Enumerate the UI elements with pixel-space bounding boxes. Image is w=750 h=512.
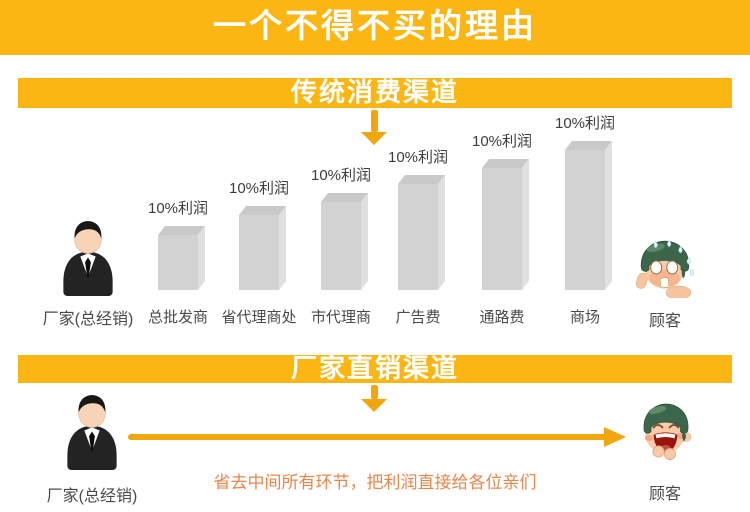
arrow-head — [361, 132, 387, 145]
down-arrow-icon — [361, 385, 387, 412]
page-title: 一个不得不买的理由 — [213, 9, 537, 45]
bar-value-label: 10%利润 — [554, 115, 616, 132]
bar-category-label: 省代理商处 — [221, 309, 297, 326]
bar-advertising-fee: 10%利润 广告费 — [388, 149, 448, 326]
right-arrow-head — [604, 427, 626, 447]
bar-category-label: 商场 — [569, 309, 601, 326]
consumer-label: 顾客 — [648, 486, 682, 503]
bar-value-label: 10%利润 — [147, 200, 209, 217]
direct-sale-note: 省去中间所有环节，把利润直接给各位亲们 — [213, 473, 537, 492]
producer-figure: 厂家(总经销) — [43, 218, 133, 328]
businessman-icon — [63, 221, 113, 296]
bar-category-label: 总批发商 — [147, 309, 209, 326]
bar-general-wholesaler: 10%利润 总批发商 — [148, 200, 208, 326]
businessman-icon — [67, 395, 117, 470]
bar-side-face — [522, 159, 529, 290]
down-arrow-icon — [361, 110, 387, 145]
bar-value-label: 10%利润 — [471, 133, 533, 150]
bar-top-face — [398, 175, 445, 184]
bar-top-face — [565, 141, 612, 150]
bar-province-agent: 10%利润 省代理商处 — [221, 180, 296, 326]
bar-value-label: 10%利润 — [387, 149, 449, 166]
bar-side-face — [438, 175, 445, 290]
consumer-figure-happy: 顾客 — [634, 400, 696, 503]
arrow-head — [361, 399, 387, 412]
bar-top-face — [321, 193, 368, 202]
bar-category-label: 广告费 — [395, 309, 441, 326]
bar-category-label: 市代理商 — [310, 309, 372, 326]
bar-side-face — [279, 206, 286, 290]
arrow-stem — [370, 110, 378, 132]
right-arrow-icon — [128, 434, 606, 440]
consumer-figure-sad: 顾客 — [633, 238, 697, 330]
direct-channel-heading: 厂家直销渠道 — [290, 354, 459, 383]
bar-side-face — [198, 226, 205, 290]
bar-city-agent: 10%利润 市代理商 — [311, 167, 371, 326]
sweating-customer-icon — [635, 239, 694, 298]
bar-value-label: 10%利润 — [310, 167, 372, 184]
laughing-customer-icon — [643, 403, 692, 460]
arrow-stem — [370, 385, 378, 399]
bar-top-face — [482, 159, 529, 168]
title-banner: 一个不得不买的理由 — [0, 0, 750, 55]
bar-shopping-mall: 10%利润 商场 — [555, 115, 615, 326]
bar-channel-fee: 10%利润 通路费 — [472, 133, 532, 326]
bar-top-face — [158, 226, 205, 235]
bar-side-face — [605, 141, 612, 290]
bar-top-face — [239, 206, 286, 215]
traditional-channel-banner: 传统消费渠道 — [18, 78, 732, 108]
consumer-label: 顾客 — [648, 313, 682, 330]
direct-channel-banner: 厂家直销渠道 — [18, 355, 732, 383]
traditional-channel-heading: 传统消费渠道 — [290, 78, 459, 107]
bar-side-face — [361, 193, 368, 290]
bar-category-label: 通路费 — [479, 309, 525, 326]
producer-figure: 厂家(总经销) — [47, 392, 137, 505]
producer-label: 厂家(总经销) — [42, 311, 134, 328]
bar-value-label: 10%利润 — [228, 180, 290, 197]
producer-label: 厂家(总经销) — [46, 488, 138, 505]
